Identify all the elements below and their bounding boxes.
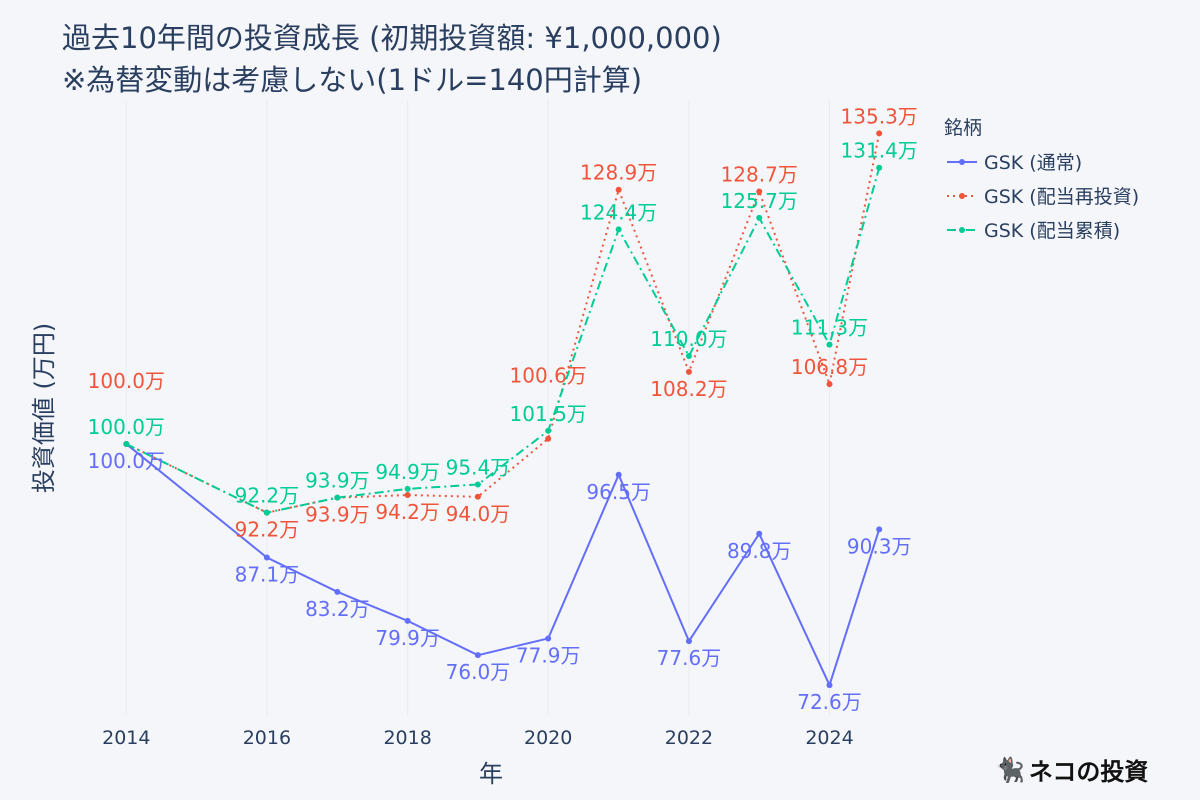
data-label: 89.8万 [727, 539, 792, 563]
data-point[interactable] [263, 509, 270, 516]
chart-title-line2: ※為替変動は考慮しない(1ドル=140円計算) [62, 63, 642, 97]
data-label: 77.6万 [657, 646, 722, 670]
legend-marker [959, 159, 965, 165]
data-point[interactable] [263, 554, 270, 561]
data-label: 124.4万 [580, 200, 657, 224]
x-axis-label: 年 [479, 760, 503, 788]
data-label: 111.3万 [791, 316, 868, 340]
data-point[interactable] [685, 638, 692, 645]
data-label: 128.9万 [580, 161, 657, 185]
data-label: 94.9万 [375, 460, 440, 484]
data-point[interactable] [826, 381, 833, 388]
data-label: 101.5万 [510, 402, 587, 426]
data-point[interactable] [826, 341, 833, 348]
data-label: 106.8万 [791, 355, 868, 379]
legend-item[interactable]: GSK (通常) [947, 152, 1082, 174]
x-tick-label: 2016 [243, 727, 291, 749]
data-label: 79.9万 [375, 626, 440, 650]
x-tick-label: 2022 [665, 727, 713, 749]
legend-title: 銘柄 [944, 117, 982, 139]
data-point[interactable] [545, 427, 552, 434]
data-point[interactable] [474, 652, 481, 659]
data-point[interactable] [756, 188, 763, 195]
data-point[interactable] [474, 481, 481, 488]
data-point[interactable] [123, 441, 130, 448]
data-point[interactable] [876, 130, 883, 137]
data-point[interactable] [685, 353, 692, 360]
legend-marker [959, 227, 965, 233]
data-point[interactable] [404, 617, 411, 624]
data-label: 76.0万 [446, 660, 511, 684]
data-label: 100.0万 [88, 369, 165, 393]
data-label: 90.3万 [847, 534, 912, 558]
x-tick-label: 2020 [524, 727, 572, 749]
data-label: 100.0万 [88, 449, 165, 473]
data-label: 135.3万 [841, 104, 918, 128]
data-point[interactable] [615, 226, 622, 233]
data-label: 100.6万 [510, 364, 587, 388]
data-label: 100.0万 [88, 415, 165, 439]
data-label: 94.0万 [446, 502, 511, 526]
data-label: 93.9万 [305, 469, 370, 493]
data-point[interactable] [334, 588, 341, 595]
data-point[interactable] [545, 635, 552, 642]
data-point[interactable] [334, 494, 341, 501]
legend-marker [959, 193, 965, 199]
data-point[interactable] [876, 164, 883, 171]
x-tick-label: 2024 [805, 727, 853, 749]
legend-label: GSK (配当再投資) [984, 186, 1139, 208]
data-label: 77.9万 [516, 643, 581, 667]
data-point[interactable] [404, 492, 411, 499]
x-tick-label: 2014 [102, 727, 150, 749]
data-point[interactable] [685, 368, 692, 375]
data-label: 95.4万 [446, 455, 511, 479]
data-point[interactable] [826, 682, 833, 689]
data-label: 96.5万 [586, 480, 651, 504]
data-label: 93.9万 [305, 503, 370, 527]
data-point[interactable] [756, 530, 763, 537]
black-cat-icon: 🐈‍⬛ [995, 755, 1025, 784]
legend-item[interactable]: GSK (配当累積) [947, 220, 1120, 242]
data-label: 92.2万 [235, 518, 300, 542]
legend-label: GSK (通常) [984, 152, 1082, 174]
data-label: 92.2万 [235, 484, 300, 508]
data-label: 125.7万 [721, 189, 798, 213]
data-label: 83.2万 [305, 597, 370, 621]
data-label: 108.2万 [650, 377, 727, 401]
data-label: 87.1万 [235, 563, 300, 587]
y-axis-label: 投資価値 (万円) [30, 323, 58, 493]
watermark-logo: 🐈‍⬛ ネコの投資 [995, 752, 1148, 787]
data-label: 72.6万 [797, 690, 862, 714]
data-label: 128.7万 [721, 163, 798, 187]
data-point[interactable] [545, 435, 552, 442]
legend-label: GSK (配当累積) [984, 220, 1120, 242]
data-label: 131.4万 [841, 139, 918, 163]
legend-item[interactable]: GSK (配当再投資) [947, 186, 1139, 208]
data-label: 94.2万 [375, 500, 440, 524]
data-point[interactable] [474, 493, 481, 500]
data-point[interactable] [615, 471, 622, 478]
chart-title-line1: 過去10年間の投資成長 (初期投資額: ¥1,000,000) [62, 21, 722, 55]
series-2 [123, 164, 883, 516]
data-point[interactable] [404, 485, 411, 492]
x-tick-label: 2018 [383, 727, 431, 749]
legend: 銘柄 GSK (通常) GSK (配当再投資) GSK (配当累積) [944, 117, 1139, 242]
watermark-text: ネコの投資 [1028, 758, 1149, 786]
data-label: 110.0万 [650, 327, 727, 351]
data-point[interactable] [756, 214, 763, 221]
series-0 [123, 441, 883, 689]
data-point[interactable] [615, 186, 622, 193]
data-point[interactable] [876, 526, 883, 533]
